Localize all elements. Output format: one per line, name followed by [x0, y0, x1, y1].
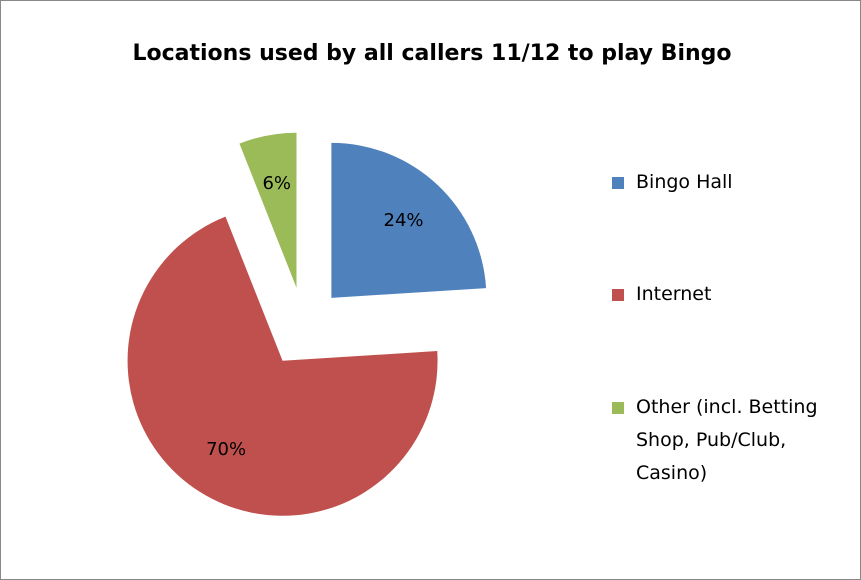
- legend-label: Internet: [636, 283, 712, 305]
- legend-entry: Other (incl. Betting Shop, Pub/Club, Cas…: [612, 391, 847, 490]
- pie-slice: [127, 216, 438, 516]
- legend-label: Bingo Hall: [636, 171, 733, 193]
- pie-slice: [331, 142, 487, 298]
- legend-swatch: [612, 402, 624, 414]
- chart-title: Locations used by all callers 11/12 to p…: [132, 41, 731, 66]
- legend-swatch: [612, 289, 624, 301]
- legend-swatch: [612, 177, 624, 189]
- legend-entry: Internet: [612, 278, 847, 311]
- legend-entry: Bingo Hall: [612, 166, 847, 199]
- data-label: 24%: [384, 210, 424, 231]
- data-label: 6%: [262, 173, 291, 194]
- data-label: 70%: [206, 439, 246, 460]
- legend-label: Other (incl. Betting Shop, Pub/Club, Cas…: [636, 396, 818, 484]
- pie-slice: [239, 132, 297, 288]
